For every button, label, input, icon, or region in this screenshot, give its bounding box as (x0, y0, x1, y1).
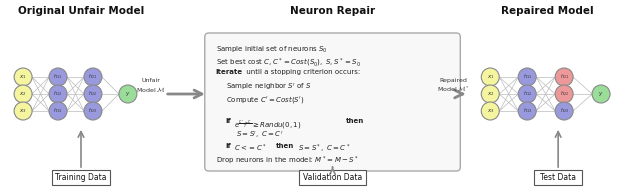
Text: $h_{12}$: $h_{12}$ (523, 90, 532, 98)
Text: $h_{13}$: $h_{13}$ (54, 107, 63, 115)
Text: $x_1$: $x_1$ (19, 73, 27, 81)
Text: $x_3$: $x_3$ (486, 107, 494, 115)
Circle shape (119, 85, 137, 103)
Circle shape (481, 102, 499, 120)
Circle shape (481, 85, 499, 103)
Text: $y$: $y$ (125, 90, 131, 98)
Text: $y$: $y$ (598, 90, 604, 98)
Text: Neuron Repair: Neuron Repair (290, 6, 375, 16)
Circle shape (49, 102, 67, 120)
Text: $h_{13}$: $h_{13}$ (523, 107, 532, 115)
Text: $e^{\frac{C^*-C}{T}} \geq Randu(0,1)$: $e^{\frac{C^*-C}{T}} \geq Randu(0,1)$ (234, 118, 301, 131)
Text: $x_1$: $x_1$ (486, 73, 494, 81)
Circle shape (84, 102, 102, 120)
Text: $x_2$: $x_2$ (19, 90, 27, 98)
Text: then: then (276, 143, 294, 149)
Circle shape (84, 85, 102, 103)
Text: if: if (226, 143, 231, 149)
FancyBboxPatch shape (52, 170, 110, 184)
Text: then: then (346, 118, 364, 124)
Text: Unfair
Model $\mathcal{M}$: Unfair Model $\mathcal{M}$ (136, 78, 166, 94)
Text: Test Data: Test Data (540, 173, 576, 181)
FancyBboxPatch shape (205, 33, 460, 171)
FancyBboxPatch shape (299, 170, 367, 184)
Text: $h_{12}$: $h_{12}$ (54, 90, 63, 98)
Text: Validation Data: Validation Data (303, 173, 362, 181)
Text: $h_{23}$: $h_{23}$ (88, 107, 97, 115)
Circle shape (592, 85, 610, 103)
Circle shape (84, 68, 102, 86)
Circle shape (49, 85, 67, 103)
Circle shape (49, 68, 67, 86)
Circle shape (555, 102, 573, 120)
Text: $x_2$: $x_2$ (486, 90, 494, 98)
Text: $h_{22}$: $h_{22}$ (559, 90, 569, 98)
Text: Repaired
Model $\mathcal{M}^*$: Repaired Model $\mathcal{M}^*$ (437, 78, 470, 94)
Text: $h_{21}$: $h_{21}$ (559, 73, 569, 81)
Text: Iterate: Iterate (216, 69, 243, 75)
Circle shape (518, 68, 536, 86)
Circle shape (518, 102, 536, 120)
FancyBboxPatch shape (534, 170, 582, 184)
Text: if: if (226, 118, 231, 124)
Text: $S = S^*,\ C = C^*$: $S = S^*,\ C = C^*$ (298, 143, 350, 155)
Circle shape (14, 102, 32, 120)
Text: Compute $C' = Cost(S')$: Compute $C' = Cost(S')$ (226, 94, 304, 105)
Text: $h_{22}$: $h_{22}$ (88, 90, 97, 98)
Text: Sample neighbor $S'$ of $S$: Sample neighbor $S'$ of $S$ (226, 82, 312, 93)
Text: $x_3$: $x_3$ (19, 107, 27, 115)
Text: $C <= C^*$: $C <= C^*$ (234, 143, 266, 154)
Text: $h_{23}$: $h_{23}$ (559, 107, 569, 115)
Text: Drop neurons in the model: $M^* = M - S^*$: Drop neurons in the model: $M^* = M - S^… (216, 155, 359, 167)
Text: Training Data: Training Data (55, 173, 107, 181)
Text: Sample initial set of neurons $S_0$: Sample initial set of neurons $S_0$ (216, 45, 328, 55)
Circle shape (555, 68, 573, 86)
Text: until a stopping criterion occurs:: until a stopping criterion occurs: (244, 69, 360, 75)
Circle shape (555, 85, 573, 103)
Text: $S = S',\ C = C'$: $S = S',\ C = C'$ (236, 130, 283, 141)
Text: Original Unfair Model: Original Unfair Model (18, 6, 144, 16)
Circle shape (518, 85, 536, 103)
Text: $h_{21}$: $h_{21}$ (88, 73, 97, 81)
Text: Repaired Model: Repaired Model (501, 6, 593, 16)
Circle shape (481, 68, 499, 86)
Circle shape (14, 85, 32, 103)
Text: $h_{11}$: $h_{11}$ (523, 73, 532, 81)
Text: Set best cost $C, C^* = Cost(S_0),\ S, S^* = S_0$: Set best cost $C, C^* = Cost(S_0),\ S, S… (216, 57, 360, 70)
Circle shape (14, 68, 32, 86)
Text: $h_{11}$: $h_{11}$ (54, 73, 63, 81)
